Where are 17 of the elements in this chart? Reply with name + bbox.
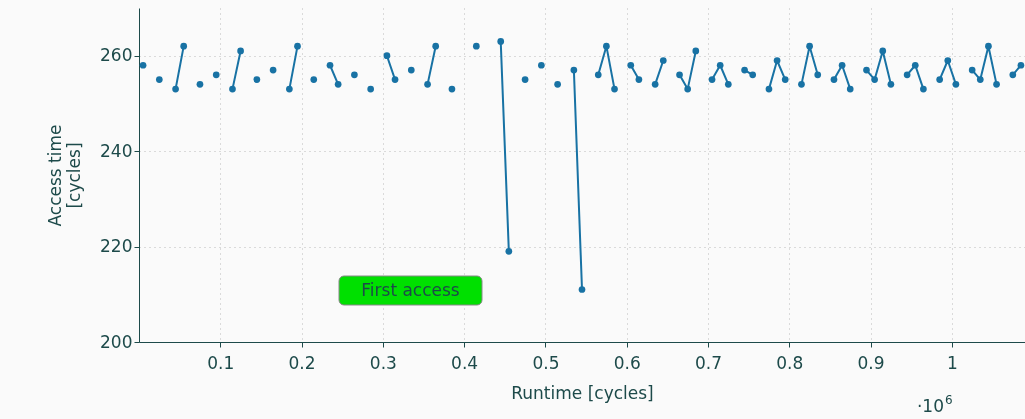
y-axis-title: Access time [cycles] — [45, 124, 85, 227]
x-tick-label: 0.4 — [451, 352, 479, 373]
x-tick-label: 0.7 — [694, 352, 723, 373]
x-axis-title: Runtime [cycles] — [511, 382, 654, 403]
x-tick-label: 0.2 — [288, 352, 316, 373]
x-tick-label: 1 — [946, 352, 958, 373]
x-tick-label: 0.6 — [613, 352, 641, 373]
x-tick-label: 0.3 — [369, 352, 397, 373]
y-tick-label: 240 — [100, 140, 133, 161]
x-tick-label: 0.8 — [776, 352, 804, 373]
x-tick-label: 0.1 — [207, 352, 235, 373]
annotation: First access — [361, 280, 460, 300]
x-tick-label: 0.5 — [532, 352, 560, 373]
y-tick-label: 220 — [100, 236, 133, 257]
y-tick-label: 260 — [100, 45, 133, 66]
x-tick-label: 0.9 — [857, 352, 885, 373]
y-tick-label: 200 — [100, 331, 133, 352]
